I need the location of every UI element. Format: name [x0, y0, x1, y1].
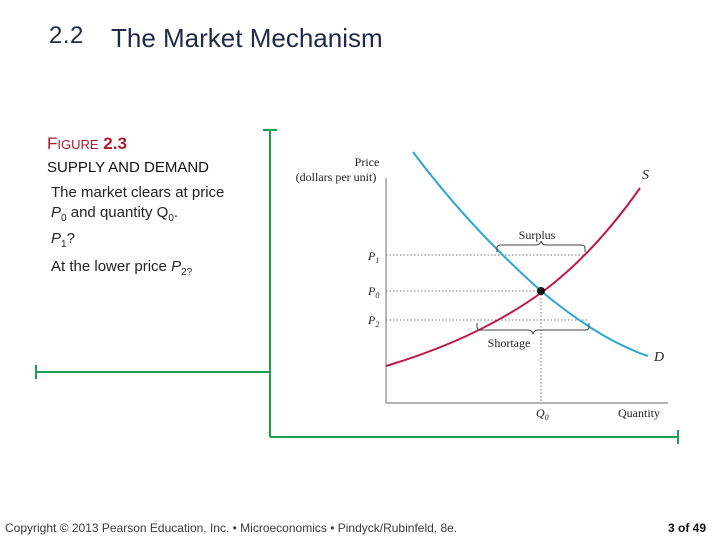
supply-curve-label: S [642, 168, 649, 183]
figure-number: 2.3 [103, 134, 127, 153]
figure-subtitle: SUPPLY AND DEMAND [47, 159, 209, 176]
equilibrium-point [537, 287, 545, 295]
shortage-brace [476, 323, 590, 335]
copyright-footer: Copyright © 2013 Pearson Education, Inc.… [5, 521, 458, 535]
section-number: 2.2 [49, 22, 84, 49]
q0-label: Q0 [536, 406, 549, 422]
p1-label: P1 [367, 249, 379, 265]
note-p1-question: P1? [51, 230, 75, 250]
surplus-brace [496, 240, 586, 252]
figure-label-initial: F [47, 134, 58, 153]
p0-label: P0 [367, 284, 379, 300]
shortage-label: Shortage [488, 336, 531, 350]
demand-curve-label: D [653, 350, 664, 365]
note-market-clears: The market clears at price P0 and quanti… [51, 183, 224, 225]
note-line-1: The market clears at price [51, 184, 225, 201]
demand-curve [412, 151, 649, 357]
figure-label: FIGURE 2.3 [47, 134, 127, 154]
x-axis-label: Quantity [618, 406, 660, 420]
slide-title: The Market Mechanism [111, 23, 383, 53]
y-axis-label-line1: Price [355, 155, 380, 169]
slide-frame [35, 129, 679, 444]
note-lower-price: At the lower price P2? [51, 258, 193, 278]
page-number: 3 of 49 [667, 521, 706, 535]
p2-label: P2 [367, 313, 379, 329]
y-axis-label-line2: (dollars per unit) [296, 170, 377, 184]
figure-label-rest: IGURE [57, 137, 99, 152]
surplus-label: Surplus [519, 228, 556, 242]
note-line-2: P0 and quantity Q0. [51, 203, 179, 224]
